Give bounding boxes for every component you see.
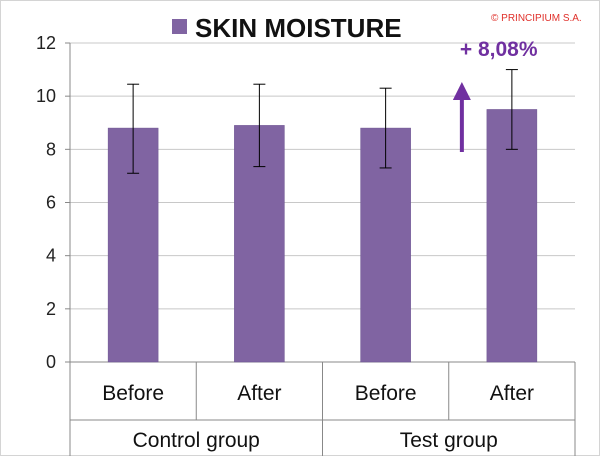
x-category-label: Before [102, 382, 164, 405]
error-bar-4 [505, 69, 518, 150]
x-category-label: Before [355, 382, 417, 405]
y-tick-labels: 0 2 4 6 8 10 12 [36, 33, 56, 372]
x-category-label: After [490, 382, 534, 405]
error-bars [127, 69, 518, 174]
y-tick-label: 0 [46, 352, 56, 372]
arrow-head-icon [452, 82, 471, 100]
increase-percent-label: + 8,08% [460, 38, 538, 61]
legend-label: SKIN MOISTURE [195, 13, 402, 43]
error-bar-1 [127, 83, 140, 174]
y-tick-label: 10 [36, 86, 56, 106]
x-group-label: Test group [400, 429, 498, 452]
bar-4 [486, 109, 538, 363]
error-bar-3 [379, 87, 392, 169]
y-tick-label: 2 [46, 299, 56, 319]
x-group-labels: Control group Test group [133, 429, 498, 452]
axes [65, 42, 576, 456]
legend-swatch [172, 19, 187, 34]
x-category-labels: Before After Before After [102, 382, 534, 405]
legend: SKIN MOISTURE [172, 13, 402, 43]
x-group-label: Control group [133, 429, 260, 452]
y-tick-label: 8 [46, 139, 56, 159]
y-tick-label: 12 [36, 33, 56, 53]
copyright-credit: © PRINCIPIUM S.A. [491, 13, 582, 24]
y-tick-label: 4 [46, 246, 56, 266]
y-tick-label: 6 [46, 193, 56, 213]
increase-annotation: + 8,08% [452, 38, 538, 152]
error-bar-2 [253, 83, 266, 168]
x-category-label: After [237, 382, 281, 405]
